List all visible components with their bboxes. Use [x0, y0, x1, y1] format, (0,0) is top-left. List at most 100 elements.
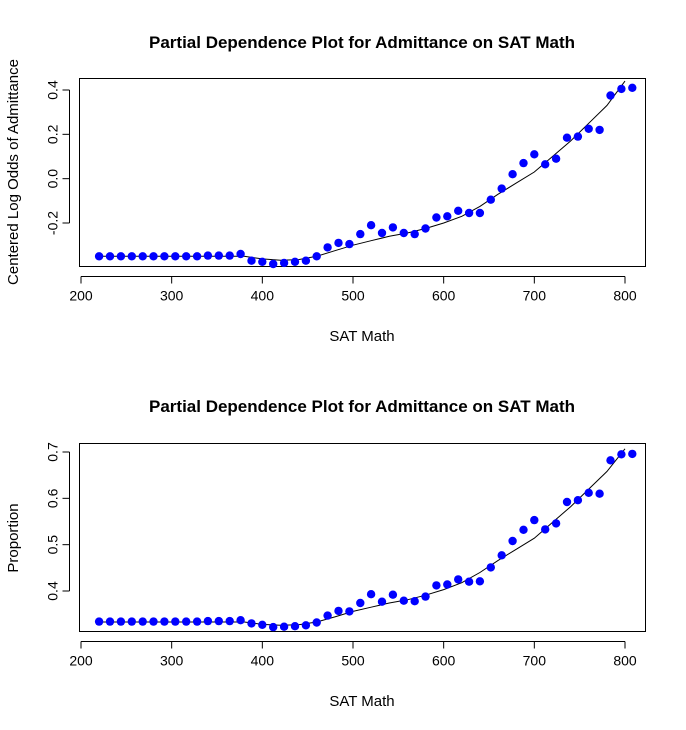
data-point	[269, 622, 278, 632]
data-point	[421, 592, 430, 601]
data-point	[443, 212, 452, 221]
data-point	[486, 563, 495, 572]
data-point	[410, 229, 419, 239]
data-point	[247, 256, 256, 265]
y-axis-label: Centered Log Odds of Admittance	[5, 59, 22, 285]
data-point	[454, 206, 463, 215]
data-point	[301, 256, 311, 265]
data-point	[530, 515, 539, 525]
data-point	[551, 154, 561, 163]
data-point	[334, 606, 343, 616]
x-axis: 200 300 400 500 600 700 800	[69, 641, 637, 669]
data-point	[530, 150, 539, 159]
data-point	[160, 617, 169, 626]
x-axis-label: SAT Math	[329, 328, 394, 345]
x-tick-label: 300	[160, 288, 184, 304]
data-point	[497, 184, 506, 193]
data-point	[366, 221, 376, 230]
data-point	[149, 252, 158, 261]
data-point	[628, 449, 637, 459]
y-tick-label: 0.4	[45, 80, 61, 100]
y-tick-label: 0.2	[45, 124, 61, 144]
data-point	[573, 496, 583, 505]
data-point	[377, 228, 387, 238]
data-point	[290, 257, 300, 266]
y-axis-label: Proportion	[5, 503, 22, 572]
y-axis: 0.7 0.6 0.5 0.4	[45, 442, 70, 601]
x-tick-label: 700	[523, 653, 547, 669]
data-point	[432, 581, 441, 590]
data-point	[225, 251, 234, 260]
data-point	[258, 257, 267, 266]
data-point	[334, 238, 343, 248]
data-point	[519, 525, 528, 534]
trend-line-group	[99, 448, 626, 626]
data-point	[312, 618, 321, 627]
data-point	[182, 617, 191, 626]
y-axis: 0.4 0.2 0.0 -0.2	[45, 80, 70, 235]
panel-proportion: Partial Dependence Plot for Admittance o…	[5, 397, 646, 710]
data-point	[345, 607, 354, 616]
data-point	[116, 252, 126, 261]
data-point	[214, 251, 223, 260]
data-point	[94, 252, 104, 261]
data-point	[497, 551, 506, 560]
data-point	[345, 239, 354, 249]
x-axis: 200 300 400 500 600 700 800	[69, 276, 637, 304]
data-point	[160, 252, 169, 261]
x-tick-label: 400	[251, 288, 275, 304]
data-point	[356, 598, 365, 608]
data-point	[279, 622, 289, 631]
data-point	[225, 616, 234, 626]
data-point	[356, 229, 365, 239]
data-point	[138, 252, 147, 261]
y-tick-label: 0.7	[45, 442, 61, 462]
data-point	[94, 617, 104, 626]
x-tick-label: 700	[523, 288, 547, 304]
data-point	[323, 611, 332, 620]
panel-centered-log-odds: Partial Dependence Plot for Admittance o…	[5, 33, 646, 345]
data-point	[149, 617, 158, 626]
data-point	[443, 580, 452, 589]
data-point	[127, 617, 136, 626]
data-point	[486, 195, 495, 204]
data-point	[606, 91, 615, 100]
data-point	[432, 213, 441, 222]
data-point	[247, 619, 256, 628]
data-point	[279, 258, 289, 268]
data-point	[464, 208, 474, 218]
data-point	[301, 621, 311, 630]
data-point	[617, 84, 626, 94]
data-point	[214, 616, 223, 626]
data-point	[464, 577, 474, 586]
data-point	[171, 617, 180, 626]
data-point	[203, 251, 213, 260]
data-point	[105, 252, 115, 261]
data-point	[595, 125, 604, 135]
data-point	[399, 596, 408, 605]
data-point	[182, 252, 191, 261]
data-point	[562, 133, 572, 142]
y-tick-label: -0.2	[45, 211, 61, 235]
data-point	[192, 617, 202, 626]
data-point	[366, 590, 376, 599]
data-points	[94, 449, 637, 632]
data-point	[562, 497, 572, 507]
data-point	[236, 616, 245, 625]
data-point	[388, 590, 398, 599]
data-point	[171, 252, 180, 261]
data-point	[573, 132, 583, 141]
data-point	[541, 160, 550, 169]
trend-line	[99, 448, 626, 626]
data-point	[138, 617, 147, 626]
data-point	[475, 208, 485, 218]
data-point	[475, 577, 485, 586]
x-tick-label: 600	[432, 288, 456, 304]
x-tick-label: 500	[341, 653, 365, 669]
x-tick-label: 200	[69, 288, 93, 304]
data-point	[584, 124, 593, 133]
data-point	[388, 223, 398, 232]
data-point	[606, 456, 615, 465]
data-point	[421, 224, 430, 233]
